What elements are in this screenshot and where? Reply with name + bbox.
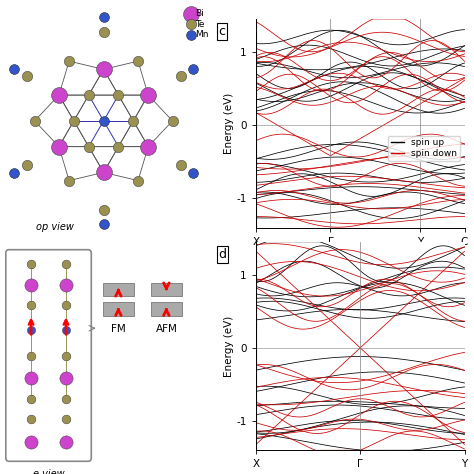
Point bbox=[27, 352, 35, 359]
Legend: Bi, Te, Mn: Bi, Te, Mn bbox=[186, 6, 212, 43]
Point bbox=[62, 281, 70, 289]
Point bbox=[27, 327, 35, 334]
Point bbox=[145, 143, 152, 150]
Point bbox=[145, 91, 152, 99]
Point bbox=[100, 65, 108, 73]
Point bbox=[100, 206, 108, 214]
Point bbox=[27, 415, 35, 423]
Point bbox=[85, 91, 92, 99]
Point bbox=[62, 415, 70, 423]
Point bbox=[23, 162, 30, 169]
Bar bbox=[151, 283, 182, 296]
Text: op view: op view bbox=[36, 222, 74, 232]
Point bbox=[177, 162, 184, 169]
Y-axis label: Energy (eV): Energy (eV) bbox=[224, 315, 234, 377]
Point bbox=[134, 177, 142, 184]
Point bbox=[27, 301, 35, 309]
Point bbox=[100, 169, 108, 176]
Point bbox=[115, 143, 122, 150]
Point bbox=[100, 117, 108, 125]
Point bbox=[177, 73, 184, 80]
Point bbox=[62, 327, 70, 334]
Point bbox=[189, 169, 197, 176]
Point bbox=[27, 374, 35, 382]
Point bbox=[62, 374, 70, 382]
Point bbox=[169, 117, 176, 125]
Point bbox=[62, 352, 70, 359]
Point bbox=[31, 117, 38, 125]
Text: FM: FM bbox=[111, 324, 126, 334]
Point bbox=[134, 57, 142, 65]
Point bbox=[23, 73, 30, 80]
Point bbox=[10, 65, 18, 73]
Point bbox=[100, 28, 108, 36]
Point bbox=[27, 281, 35, 289]
Text: d: d bbox=[219, 248, 227, 261]
Point bbox=[62, 395, 70, 402]
Point bbox=[62, 261, 70, 268]
Point bbox=[27, 261, 35, 268]
Point bbox=[27, 395, 35, 402]
Point bbox=[65, 177, 73, 184]
Text: c: c bbox=[219, 25, 226, 38]
Text: AFM: AFM bbox=[155, 324, 177, 334]
Point bbox=[27, 438, 35, 446]
Point bbox=[62, 438, 70, 446]
Point bbox=[10, 169, 18, 176]
Point bbox=[70, 117, 78, 125]
Point bbox=[189, 65, 197, 73]
Point bbox=[100, 220, 108, 228]
Point bbox=[65, 57, 73, 65]
Legend: spin up, spin down: spin up, spin down bbox=[388, 136, 460, 161]
Text: e view: e view bbox=[33, 469, 64, 474]
FancyBboxPatch shape bbox=[6, 250, 91, 461]
Point bbox=[85, 143, 92, 150]
Point bbox=[115, 91, 122, 99]
Point bbox=[100, 14, 108, 21]
Bar bbox=[103, 302, 134, 316]
Y-axis label: Energy (eV): Energy (eV) bbox=[224, 92, 234, 154]
Point bbox=[55, 143, 63, 150]
Point bbox=[55, 91, 63, 99]
Bar bbox=[151, 302, 182, 316]
Point bbox=[129, 117, 137, 125]
Bar bbox=[103, 283, 134, 296]
Point bbox=[62, 301, 70, 309]
